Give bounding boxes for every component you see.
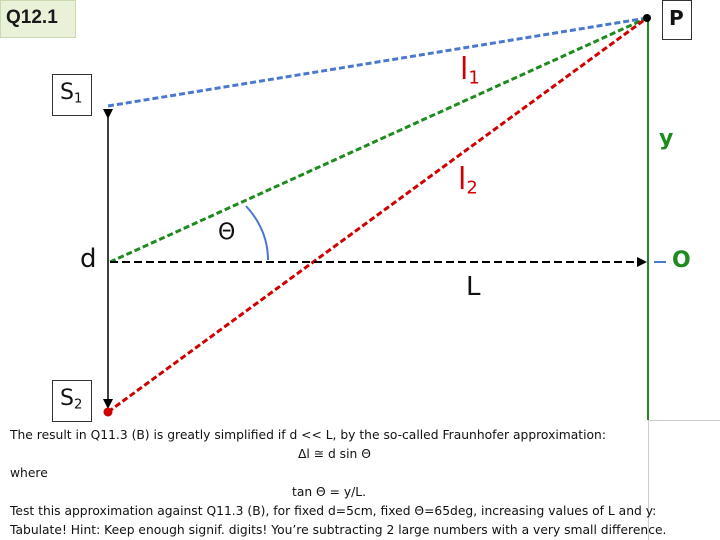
point-s2 <box>103 407 113 417</box>
question-badge <box>0 0 76 38</box>
s1-label: S1 <box>60 80 82 106</box>
l2-sub: 2 <box>466 177 478 199</box>
theta-arc <box>245 205 269 261</box>
s2-sub: 2 <box>73 397 83 413</box>
o-label: O <box>672 248 691 273</box>
l1-main: l <box>460 52 469 87</box>
s1-main: S <box>60 80 74 105</box>
text-line-2: Δl ≅ d sin Θ <box>298 447 371 461</box>
s2-label-box <box>52 380 92 422</box>
s1-sub: 1 <box>73 91 83 107</box>
l-arrowhead <box>637 257 647 267</box>
l1-label: l1 <box>460 52 480 89</box>
path-s2-line <box>107 16 648 414</box>
text-line-6: Tabulate! Hint: Keep enough signif. digi… <box>10 523 667 537</box>
point-p-label: P <box>669 6 684 30</box>
point-p-label-box <box>662 0 692 40</box>
l2-label: l2 <box>458 162 478 199</box>
l1-sub: 1 <box>468 67 480 89</box>
textbox-border <box>648 420 720 540</box>
y-label: y <box>659 126 674 151</box>
problem-text: The result in Q11.3 (B) is greatly simpl… <box>0 420 720 540</box>
path-l2-line <box>109 16 648 264</box>
path-l1-line <box>107 16 648 108</box>
point-p <box>643 14 651 22</box>
question-label: Q12.1 <box>6 7 58 28</box>
s1-label-box <box>52 74 92 116</box>
s2-main: S <box>60 386 74 411</box>
s2-label: S2 <box>60 386 82 412</box>
text-line-5: Test this approximation against Q11.3 (B… <box>10 504 657 518</box>
text-line-4: tan Θ = y/L. <box>292 485 367 499</box>
l2-main: l <box>458 162 467 197</box>
theta-label: Θ <box>218 220 236 245</box>
text-line-3: where <box>10 466 48 480</box>
text-line-1: The result in Q11.3 (B) is greatly simpl… <box>10 428 606 442</box>
d-label: d <box>80 244 97 274</box>
l-distance-label: L <box>466 272 481 302</box>
